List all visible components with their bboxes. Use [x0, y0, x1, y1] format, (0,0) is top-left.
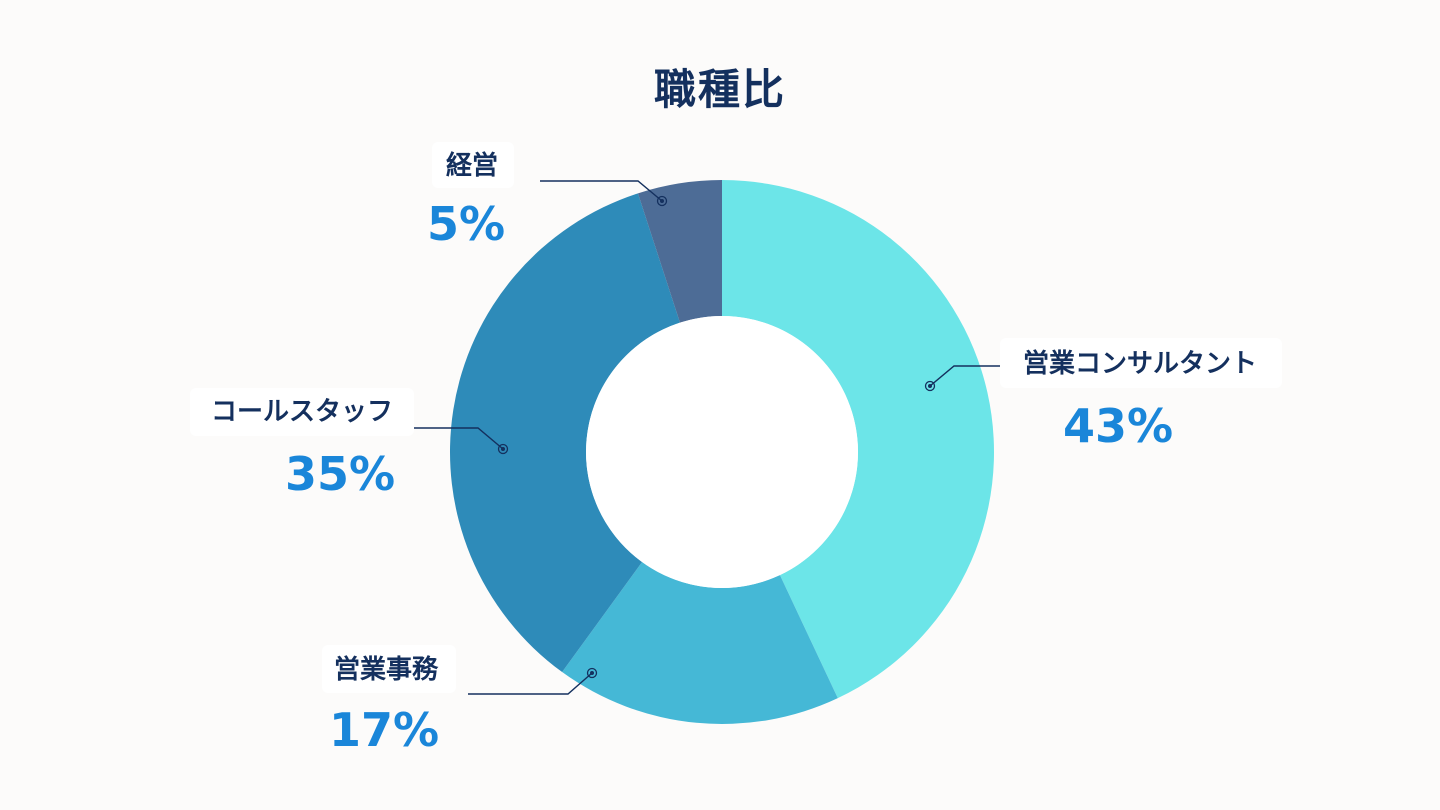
- slice-label: コールスタッフ 35%: [190, 388, 509, 501]
- leader-line: [540, 180, 663, 202]
- leader-dot: [928, 384, 932, 388]
- leader-line: [929, 365, 1000, 387]
- leader-dot-ring: [497, 443, 509, 455]
- leader-dot: [590, 671, 594, 675]
- slice-category-label: コールスタッフ: [211, 397, 393, 427]
- label-background: [1000, 338, 1282, 388]
- slice-category-label: 営業コンサルタント: [1023, 349, 1257, 379]
- slice-percent-label: 5%: [427, 197, 505, 251]
- slice-label: 営業事務 17%: [322, 645, 598, 757]
- label-background: [432, 142, 514, 188]
- leader-dot-ring: [586, 667, 598, 679]
- slices-layer: [450, 180, 994, 724]
- donut-slice: [450, 193, 680, 673]
- donut-hole: [586, 316, 858, 588]
- slice-label: 経営 5%: [427, 142, 668, 251]
- donut-slice: [562, 562, 838, 724]
- leader-dot: [501, 447, 505, 451]
- label-background: [190, 388, 414, 436]
- donut-slice: [722, 180, 994, 699]
- label-background: [322, 645, 456, 693]
- slice-category-label: 営業事務: [334, 655, 439, 685]
- donut-slice: [637, 180, 722, 323]
- leader-line: [468, 672, 593, 695]
- leader-dot-ring: [656, 195, 668, 207]
- leader-line: [414, 427, 504, 450]
- labels-layer: 営業コンサルタント 43% 営業事務 17% コールスタッフ 35% 経営 5%: [190, 142, 1282, 757]
- slice-percent-label: 17%: [329, 703, 439, 757]
- slice-percent-label: 35%: [285, 447, 395, 501]
- slice-percent-label: 43%: [1063, 399, 1173, 453]
- leader-dot-ring: [924, 380, 936, 392]
- leader-dot: [660, 199, 664, 203]
- slice-category-label: 経営: [446, 150, 498, 181]
- slice-label: 営業コンサルタント 43%: [924, 338, 1282, 453]
- chart-title: 職種比: [653, 65, 786, 114]
